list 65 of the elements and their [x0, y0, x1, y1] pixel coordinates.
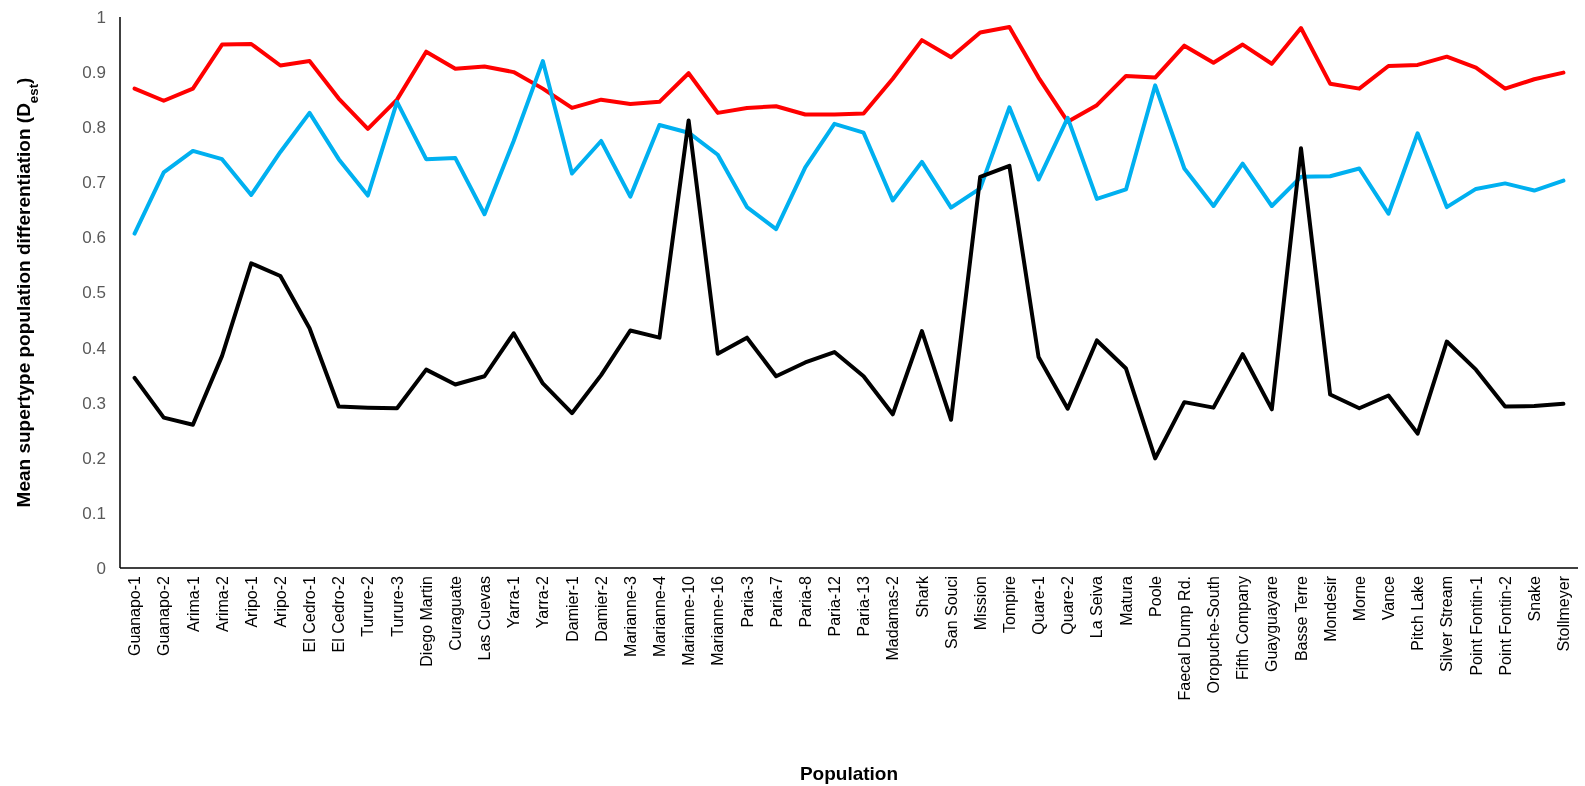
x-tick-label: Oropuche-South: [1205, 576, 1223, 694]
x-tick-label: Curaguate: [446, 575, 464, 651]
x-tick-label: Arima-2: [213, 575, 231, 633]
x-tick-label: Marianne-3: [621, 575, 639, 657]
x-tick-label: Turure-3: [388, 575, 406, 637]
x-tick-label: Las Cuevas: [476, 576, 494, 661]
x-tick-label: Guayguayare: [1263, 575, 1281, 673]
x-tick-label: Yarra-1: [505, 575, 523, 629]
line-series: [132, 118, 1566, 461]
y-tick-label: 0.2: [82, 448, 106, 468]
y-tick-label: 0.5: [82, 283, 106, 303]
x-tick-label: Pitch Lake: [1409, 575, 1427, 651]
x-tick-label: Silver Stream: [1438, 576, 1456, 673]
x-tick-label: Snake: [1525, 575, 1543, 622]
x-tick-label: Point Fontin-2: [1496, 575, 1514, 676]
x-tick-label: La Seiva: [1088, 575, 1106, 639]
x-tick-label: El Cedro-2: [330, 575, 348, 653]
x-tick-label: Madamas-2: [884, 575, 902, 661]
x-tick-label: Morne: [1350, 575, 1368, 622]
y-tick-label: 0.8: [82, 118, 106, 138]
x-tick-label: Paria-7: [767, 575, 785, 628]
x-tick-label: Fifth Company: [1234, 576, 1252, 681]
x-tick-label: Paria-13: [855, 575, 873, 637]
x-tick-label: Quare-1: [1030, 575, 1048, 635]
x-tick-label: Paria-8: [796, 575, 814, 628]
x-tick-label: Faecal Dump Rd.: [1175, 576, 1193, 701]
y-tick-label: 1: [96, 7, 106, 27]
y-tick-label: 0.3: [82, 393, 106, 413]
y-tick-label: 0.1: [82, 503, 106, 523]
x-tick-label: Mission: [971, 576, 989, 631]
x-tick-label: Arima-1: [184, 575, 202, 633]
x-tick-label: Marianne-16: [709, 575, 727, 666]
x-tick-label: Basse Terre: [1292, 575, 1310, 662]
x-tick-label: Turure-2: [359, 575, 377, 637]
x-tick-label: Marianne-4: [651, 575, 669, 657]
x-tick-label: Quare-2: [1059, 575, 1077, 635]
x-tick-label: Guanapo-1: [126, 575, 144, 657]
y-tick-label: 0.7: [82, 173, 106, 193]
x-tick-label: Paria-3: [738, 575, 756, 628]
x-tick-label: Damier-1: [563, 575, 581, 642]
x-axis-title: Population: [799, 763, 899, 784]
x-tick-label: El Cedro-1: [301, 575, 319, 653]
x-tick-label: Aripo-2: [271, 575, 289, 628]
line-series: [132, 24, 1566, 131]
x-tick-label: Diego Martin: [417, 576, 435, 667]
x-tick-label: Mondesir: [1321, 575, 1339, 642]
x-tick-label: Poole: [1146, 575, 1164, 617]
x-tick-label: Marianne-10: [680, 575, 698, 666]
x-tick-label: Tompire: [1000, 575, 1018, 633]
x-tick-label: Vance: [1380, 575, 1398, 621]
x-tick-label: Matura: [1117, 575, 1135, 626]
x-tick-label: Guanapo-2: [155, 575, 173, 657]
x-tick-label: Yarra-2: [534, 575, 552, 629]
x-tick-label: Damier-2: [592, 575, 610, 642]
y-tick-label: 0.6: [82, 228, 106, 248]
y-tick-label: 0.9: [82, 63, 106, 83]
y-tick-label: 0.4: [82, 338, 106, 358]
x-tick-label: Point Fontin-1: [1467, 575, 1485, 676]
x-tick-label: Aripo-1: [242, 575, 260, 628]
y-tick-label: 0: [96, 558, 106, 578]
x-tick-label: Stollmeyer: [1555, 575, 1573, 652]
x-tick-label: Shark: [913, 575, 931, 618]
x-tick-label: San Souci: [942, 576, 960, 649]
x-tick-label: Paria-12: [826, 575, 844, 637]
line-series: [132, 59, 1566, 236]
